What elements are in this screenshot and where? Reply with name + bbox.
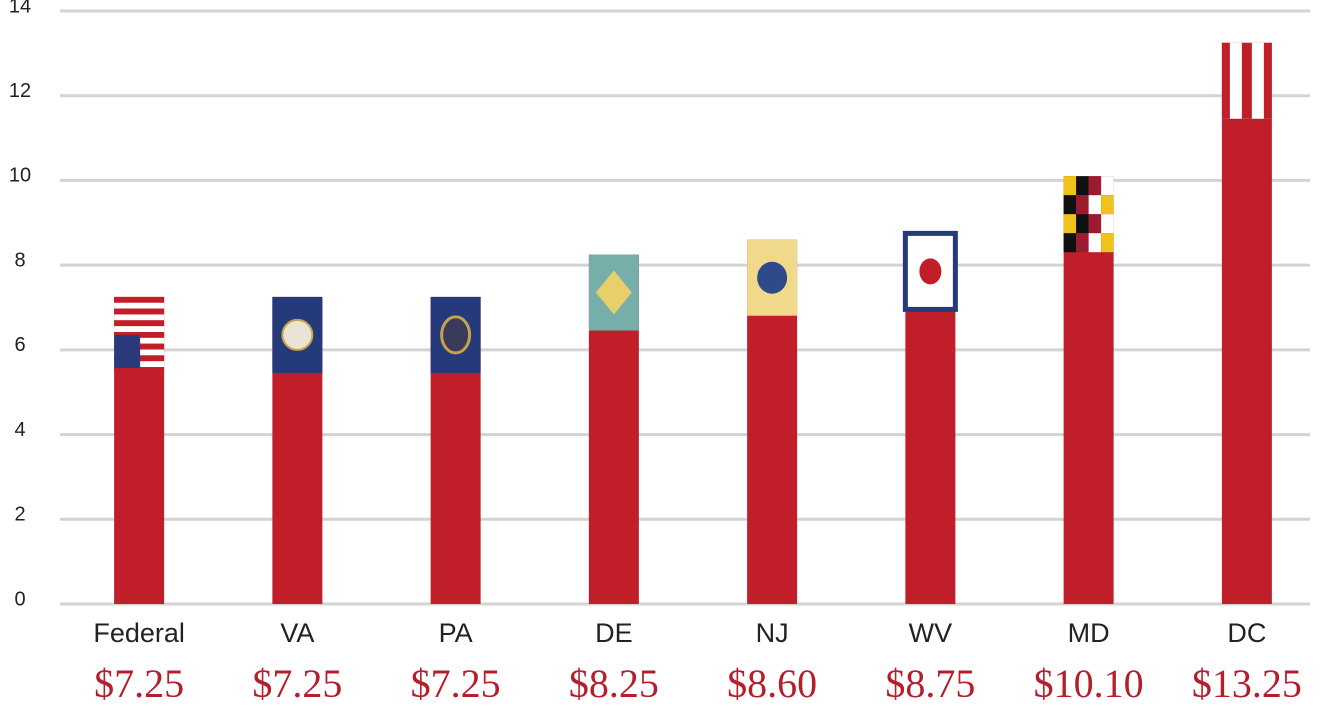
flag [114,297,164,373]
chart: 0 2 4 6 8 10 12 14 Federal $7.25 VA $7.25 PA $7.25 DE $… [0,0,1328,708]
x-tick-label: MD [1068,618,1110,648]
flag-part [1222,43,1230,119]
x-tick-label: PA [439,618,473,648]
flag-part [1089,233,1102,252]
flag-part [1089,176,1102,195]
flag [431,297,481,373]
flag-part [919,258,941,284]
y-tick-label: 0 [14,588,25,610]
y-tick-label: 12 [9,80,31,102]
flag-part [114,320,164,326]
bar [1222,43,1272,604]
x-tick-label: NJ [756,618,789,648]
flag-part [1101,176,1114,195]
flag-part [1076,214,1089,233]
value-label: $7.25 [411,661,501,706]
value-label: $7.25 [94,661,184,706]
y-tick-label: 4 [14,419,25,441]
flag-part [442,317,470,353]
flag [1222,43,1272,119]
x-tick-label: VA [280,618,314,648]
y-tick-label: 8 [14,249,25,271]
flag-part [1064,233,1077,252]
x-tick-label: DE [595,618,633,648]
flag-part [1101,214,1114,233]
value-label: $13.25 [1192,661,1302,706]
flag-part [1101,233,1114,252]
flag-part [114,297,164,303]
flag-part [114,309,164,315]
value-label: $8.25 [569,661,659,706]
flag-part [1264,43,1272,119]
value-label: $7.25 [252,661,342,706]
flag [589,255,639,331]
flag-part [1089,214,1102,233]
x-tick-label: Federal [93,618,185,648]
value-label: $8.60 [727,661,817,706]
flag-part [1242,43,1252,119]
y-tick-label: 2 [14,504,25,526]
flag [1064,176,1114,252]
flag [272,297,322,373]
flag-part [114,314,164,320]
flag-part [1089,195,1102,214]
y-tick-label: 6 [14,334,25,356]
flag-part [114,303,164,309]
flag-part [1076,195,1089,214]
flag [747,240,797,316]
flag-part [282,320,312,350]
flag-part [1101,195,1114,214]
flag-part [1076,233,1089,252]
value-label: $8.75 [885,661,975,706]
flag-part [114,367,164,373]
flag-part [114,335,140,368]
flag-part [1076,176,1089,195]
value-label: $10.10 [1034,661,1144,706]
flag-part [757,262,787,294]
flag-part [114,326,164,332]
flag-part [1064,195,1077,214]
x-tick-label: WV [909,618,953,648]
flag [905,233,955,309]
flag-part [1064,176,1077,195]
flag-part [1064,214,1077,233]
y-tick-label: 14 [9,0,31,17]
y-tick-label: 10 [9,165,31,187]
x-tick-label: DC [1227,618,1266,648]
